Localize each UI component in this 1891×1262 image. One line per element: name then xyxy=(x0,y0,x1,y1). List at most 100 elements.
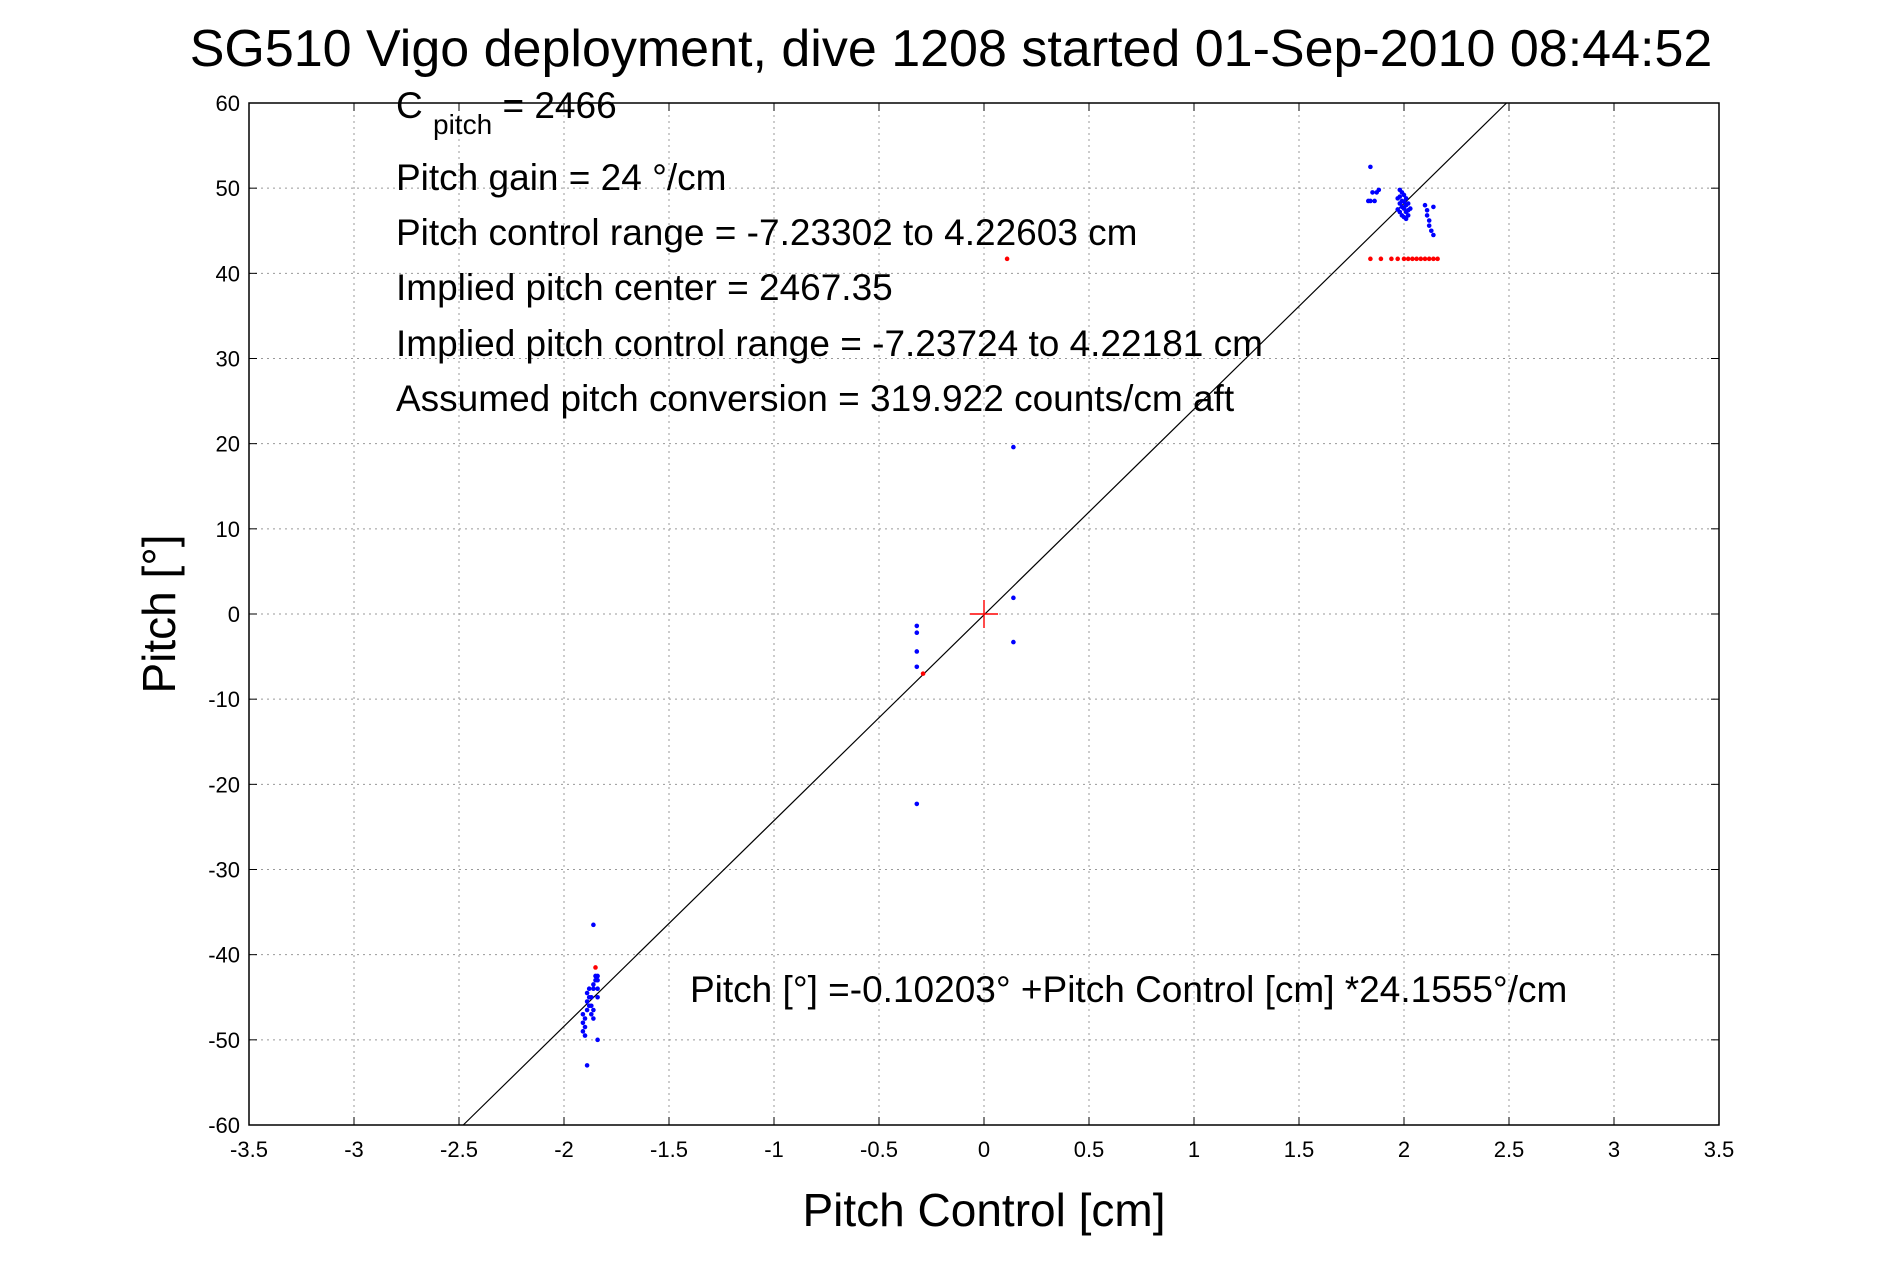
c-pitch-value: = 2466 xyxy=(502,85,616,126)
data-point xyxy=(1401,199,1407,205)
data-point xyxy=(914,649,920,654)
data-point xyxy=(914,623,920,629)
data-point xyxy=(1004,256,1010,262)
y-tick-label: -40 xyxy=(208,943,240,968)
y-axis-label: Pitch [°] xyxy=(133,534,185,693)
x-tick-label: 3 xyxy=(1608,1137,1620,1162)
x-tick-label: -1.5 xyxy=(650,1137,688,1162)
data-point xyxy=(1395,256,1400,262)
x-tick-label: 0 xyxy=(978,1137,990,1162)
data-point xyxy=(595,994,600,1000)
data-point xyxy=(1426,223,1432,228)
data-point xyxy=(1370,190,1375,195)
y-tick-label: -60 xyxy=(208,1113,240,1138)
data-point xyxy=(1435,256,1440,262)
y-tick-label: -10 xyxy=(208,687,240,712)
data-point xyxy=(914,801,920,807)
x-axis-label: Pitch Control [cm] xyxy=(803,1184,1166,1236)
x-tick-label: 0.5 xyxy=(1074,1137,1105,1162)
data-point xyxy=(591,982,596,987)
data-point xyxy=(589,994,594,1000)
data-point xyxy=(595,986,600,992)
data-point xyxy=(914,664,920,670)
fit-equation: Pitch [°] =-0.10203° +Pitch Control [cm]… xyxy=(690,969,1567,1010)
data-point xyxy=(1368,256,1373,262)
data-point xyxy=(1424,208,1430,213)
data-point xyxy=(1410,256,1415,262)
data-point xyxy=(1418,256,1424,262)
y-tick-label: -20 xyxy=(208,772,240,797)
data-point xyxy=(582,1016,588,1021)
data-point xyxy=(584,999,590,1004)
data-point xyxy=(1401,256,1407,262)
data-point xyxy=(589,1011,594,1017)
data-point xyxy=(595,977,600,983)
data-point xyxy=(920,671,926,676)
y-tick-label: 30 xyxy=(216,347,240,372)
data-point xyxy=(1408,206,1413,211)
data-point xyxy=(582,1033,588,1038)
data-point xyxy=(1397,194,1403,199)
data-point xyxy=(1429,228,1434,234)
data-point xyxy=(1424,213,1430,218)
chart-title: SG510 Vigo deployment, dive 1208 started… xyxy=(190,20,1713,78)
c-pitch-annotation: C pitch = 2466 xyxy=(396,85,617,142)
data-point xyxy=(914,630,920,636)
annotation-conversion: Assumed pitch conversion = 319.922 count… xyxy=(396,378,1235,419)
data-point xyxy=(593,965,598,970)
data-point xyxy=(1414,256,1419,262)
y-tick-label: -50 xyxy=(208,1028,240,1053)
data-point xyxy=(1389,256,1394,262)
data-point xyxy=(1431,232,1436,238)
annotation-block: C pitch = 2466 Pitch gain = 24 °/cm Pitc… xyxy=(396,85,1567,1010)
x-tick-label: 2.5 xyxy=(1494,1137,1525,1162)
annotation-pitch-center: Implied pitch center = 2467.35 xyxy=(396,267,893,308)
axis-ticks: -3.5 -3 -2.5 -2 -1.5 -1 -0.5 0 0.5 1 1.5 2 2.5 3 3.5 -6… xyxy=(208,91,1734,1162)
x-tick-label: -3 xyxy=(344,1137,364,1162)
data-point xyxy=(1378,256,1384,262)
plot-frame xyxy=(248,102,1720,1126)
data-point xyxy=(1431,256,1436,262)
data-point xyxy=(1368,198,1373,204)
x-tick-label: -2.5 xyxy=(440,1137,478,1162)
x-tick-label: 1 xyxy=(1188,1137,1200,1162)
annotation-control-range: Pitch control range = -7.23302 to 4.2260… xyxy=(396,212,1138,253)
data-point xyxy=(580,1011,586,1017)
data-point xyxy=(580,1029,586,1034)
data-point xyxy=(584,1063,590,1068)
data-point xyxy=(595,1037,600,1043)
x-tick-label: -1 xyxy=(764,1137,784,1162)
data-point xyxy=(1403,196,1409,201)
x-tick-label: 2 xyxy=(1398,1137,1410,1162)
data-point xyxy=(1431,204,1436,210)
data-point xyxy=(582,1024,588,1030)
x-tick-label: 3.5 xyxy=(1704,1137,1735,1162)
data-point xyxy=(589,1003,594,1009)
annotation-implied-range: Implied pitch control range = -7.23724 t… xyxy=(396,323,1263,364)
y-tick-label: 40 xyxy=(216,261,240,286)
data-point xyxy=(1405,256,1411,262)
data-point xyxy=(591,1007,596,1013)
c-pitch-subscript: pitch xyxy=(433,109,492,140)
data-point xyxy=(584,990,590,996)
y-tick-label: 10 xyxy=(216,517,240,542)
data-point xyxy=(591,1016,596,1021)
c-pitch-symbol: C xyxy=(396,85,423,126)
data-point xyxy=(1422,256,1428,262)
data-point xyxy=(1403,216,1409,222)
y-tick-label: 50 xyxy=(216,176,240,201)
data-point xyxy=(1401,192,1407,198)
data-point xyxy=(1405,201,1411,206)
data-point xyxy=(1372,198,1377,204)
data-point xyxy=(1422,202,1428,208)
data-points xyxy=(580,164,1440,1068)
y-tick-label: 20 xyxy=(216,432,240,457)
y-tick-label: -30 xyxy=(208,858,240,883)
data-point xyxy=(1405,213,1411,218)
data-point xyxy=(1401,206,1407,211)
data-point xyxy=(580,1020,586,1026)
x-tick-label: -0.5 xyxy=(860,1137,898,1162)
data-point xyxy=(1368,164,1373,170)
x-tick-label: 1.5 xyxy=(1284,1137,1315,1162)
